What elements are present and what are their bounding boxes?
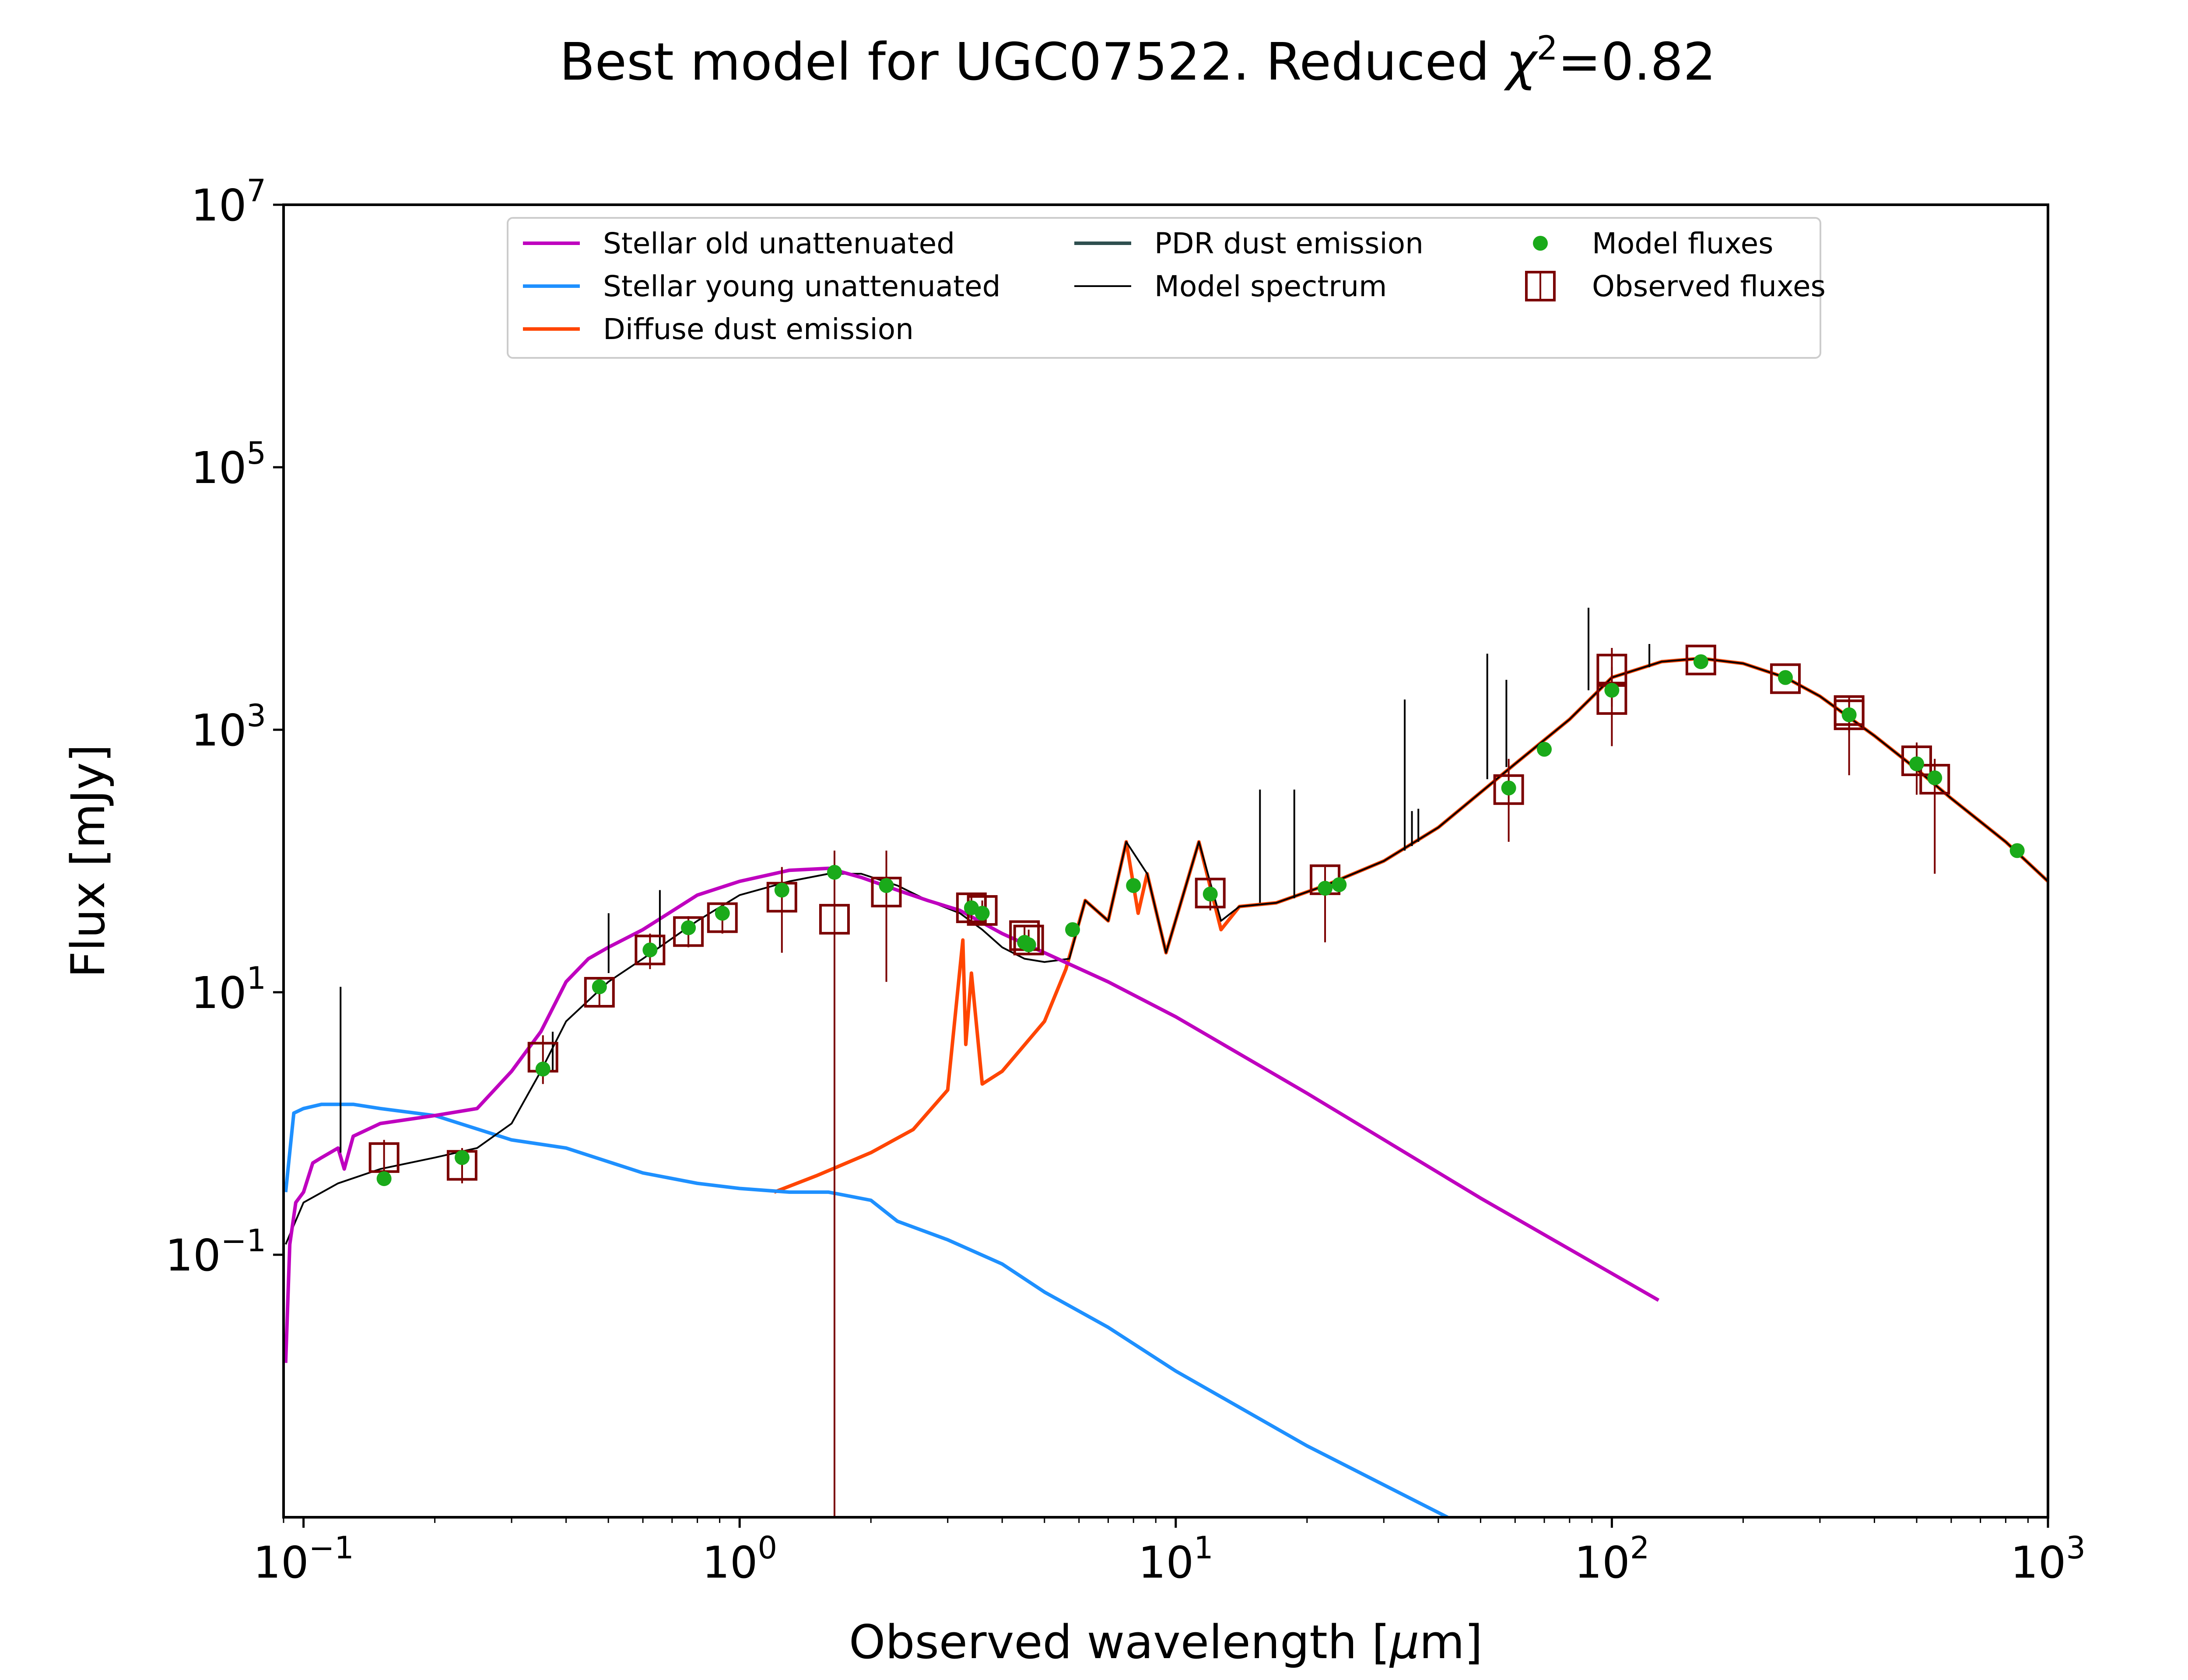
x-tick-label-2: 101 [1138,1530,1213,1588]
model-flux-point-2 [535,1061,551,1077]
model-flux-point-26 [1927,770,1943,785]
model-flux-point-8 [827,864,842,880]
x-tick-label-0: 10−1 [253,1530,354,1588]
y-tick-label-0: 10−1 [165,1223,266,1281]
model-flux-point-1 [454,1150,470,1165]
observed-flux-point-6 [707,902,738,933]
series-line-model-spectrum [284,657,2048,1245]
model-flux-point-23 [1778,670,1793,685]
observed-fluxes-layer [368,644,1950,1181]
observed-flux-point-16 [1493,774,1524,805]
model-flux-point-0 [376,1171,392,1186]
model-flux-point-20 [1537,742,1552,757]
observed-flux-point-20 [1770,663,1801,694]
plot-area [284,608,2048,1517]
error-bar-layer [383,648,1936,1517]
observed-flux-point-3 [584,977,615,1008]
model-flux-point-15 [1126,878,1141,893]
legend-label-stellar-old-unattenuated: Stellar old unattenuated [603,227,955,260]
series-line-diffuse-dust-emission [773,656,2048,1194]
series-line-stellar-young-unattenuated [284,1102,1448,1517]
series-layer [284,656,2048,1517]
x-axis-label: Observed wavelength [μm] [849,1615,1483,1669]
model-flux-point-16 [1203,886,1218,902]
observed-flux-point-19 [1685,644,1716,676]
model-flux-point-21 [1604,682,1620,698]
legend-label-pdr-dust-emission: PDR dust emission [1154,227,1424,260]
observed-flux-point-24 [1919,764,1950,795]
observed-flux-point-13 [1013,924,1044,956]
model-flux-point-5 [681,920,696,935]
model-flux-point-4 [642,942,658,958]
chart-title: Best model for UGC07522. Reduced χ2=0.82 [560,28,1716,92]
model-flux-point-17 [1318,881,1333,896]
legend-label-model-fluxes: Model fluxes [1592,227,1774,260]
model-flux-point-3 [592,979,607,994]
model-flux-point-22 [1693,654,1708,669]
observed-flux-point-4 [635,934,666,966]
plot-frame [282,203,2049,1519]
observed-flux-point-8 [819,904,850,935]
observed-flux-point-22 [1834,699,1865,730]
y-tick-label-1: 101 [191,960,266,1018]
model-flux-point-18 [1332,877,1347,892]
observed-flux-point-23 [1901,745,1932,776]
y-tick-label-4: 107 [191,173,266,231]
model-flux-point-7 [774,882,789,898]
y-axis-label: Flux [mJy] [61,744,115,978]
spectral-lines-layer [340,608,1651,1153]
model-flux-point-9 [879,878,894,893]
legend-label-observed-fluxes: Observed fluxes [1592,270,1826,303]
x-tick-label-1: 100 [702,1530,777,1588]
observed-flux-point-9 [871,876,902,907]
model-flux-point-11 [975,906,990,921]
model-flux-point-13 [1021,937,1036,952]
legend-label-model-spectrum: Model spectrum [1154,270,1387,303]
observed-flux-point-14 [1195,878,1226,909]
legend-box [507,217,1821,359]
y-tick-label-2: 103 [191,698,266,756]
model-flux-point-24 [1841,707,1857,722]
y-axis-ticks: 10−1 101 103 105 107 [165,173,284,1281]
model-flux-point-19 [1501,780,1516,796]
series-line-stellar-old-unattenuated [284,866,1660,1363]
x-tick-label-4: 103 [2010,1530,2086,1588]
model-flux-point-27 [2009,843,2025,858]
legend-label-stellar-young-unattenuated: Stellar young unattenuated [603,270,1001,303]
model-flux-point-6 [715,906,730,921]
model-flux-point-14 [1065,922,1080,937]
model-fluxes-layer [376,654,2025,1186]
y-tick-label-3: 105 [191,435,266,494]
legend-label-diffuse-dust-emission: Diffuse dust emission [603,312,914,346]
observed-flux-point-5 [673,916,704,947]
x-tick-label-3: 102 [1574,1530,1650,1588]
legend-swatch-model-fluxes [1533,236,1548,251]
x-axis-ticks: 10−1 100 101 102 103 [253,1517,2086,1588]
legend: Stellar old unattenuated Stellar young un… [507,217,1826,359]
model-flux-point-25 [1909,756,1924,771]
